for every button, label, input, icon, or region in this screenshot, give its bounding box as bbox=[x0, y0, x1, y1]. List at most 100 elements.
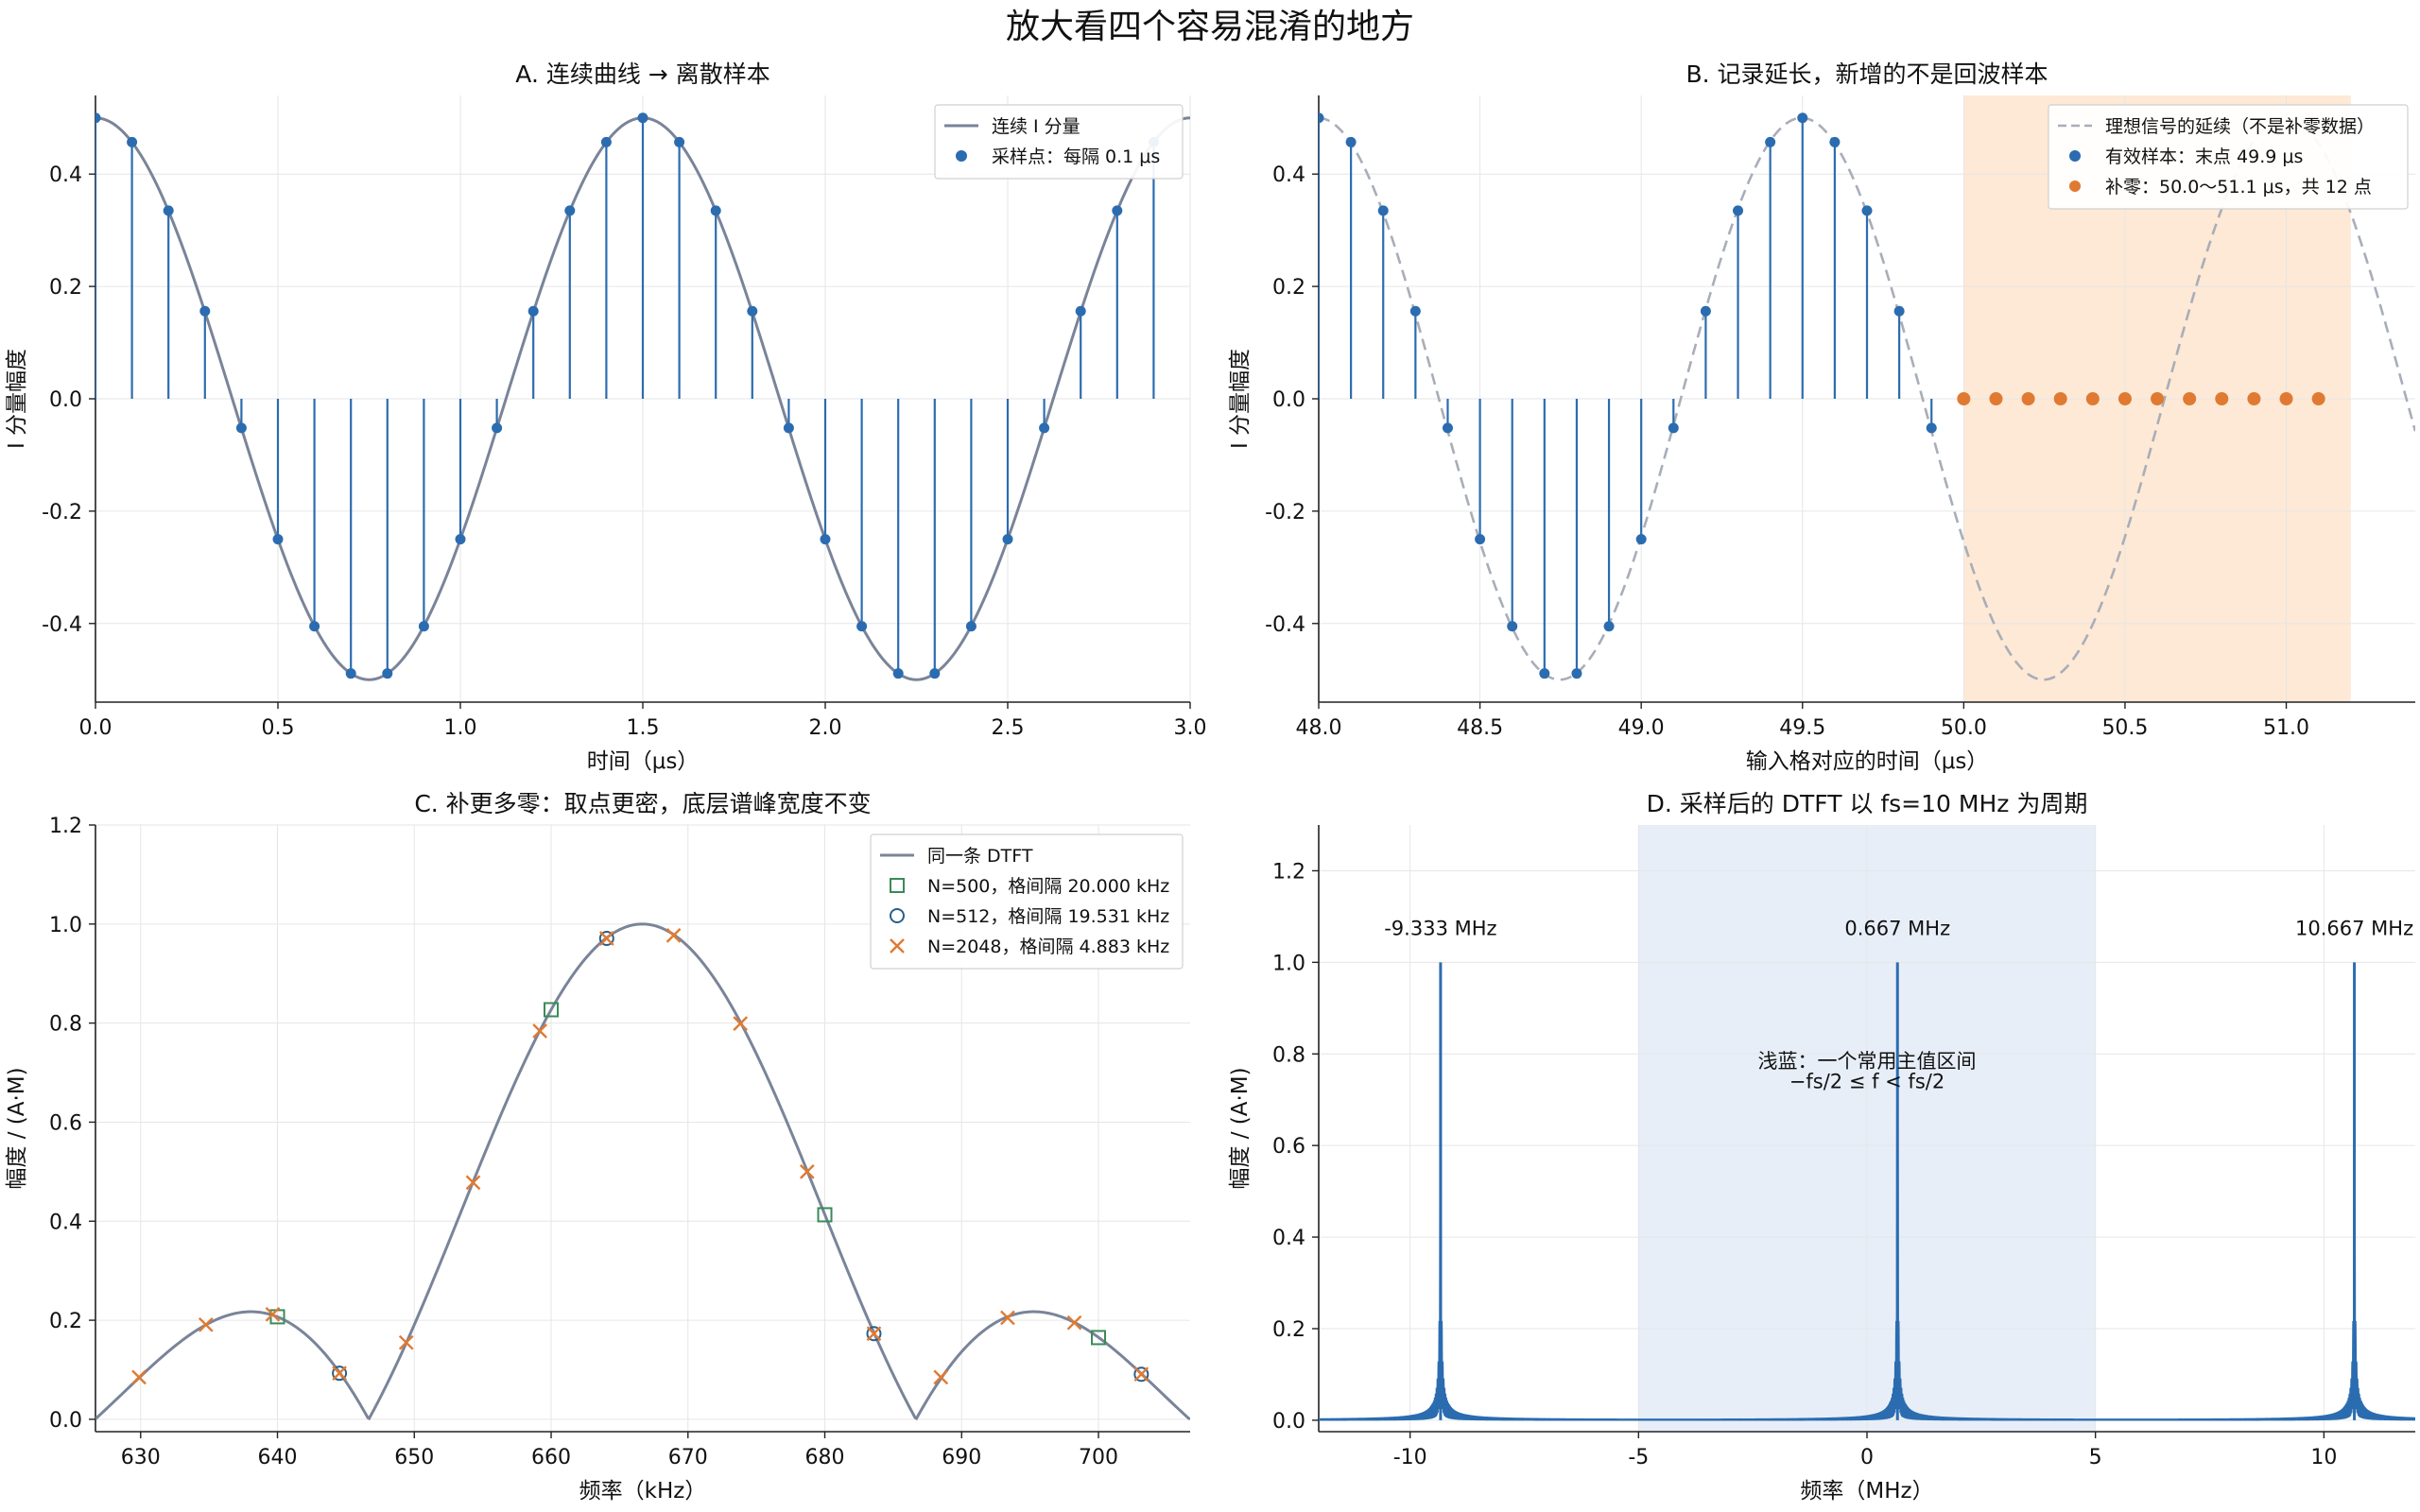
sample-point bbox=[637, 112, 648, 124]
n2048-marker bbox=[465, 1175, 481, 1191]
zero-pad-point bbox=[2215, 392, 2229, 405]
x-tick-label: 0.5 bbox=[262, 716, 295, 740]
sample-point bbox=[163, 205, 174, 216]
sample-point bbox=[309, 621, 320, 632]
sample-point bbox=[710, 205, 721, 216]
sample-point bbox=[1442, 422, 1453, 434]
sample-point bbox=[1319, 112, 1324, 124]
sample-point bbox=[418, 621, 429, 632]
sample-point bbox=[1475, 534, 1486, 545]
n2048-marker bbox=[332, 1366, 347, 1382]
x-tick-label: 49.0 bbox=[1618, 716, 1665, 740]
n2048-marker bbox=[933, 1369, 949, 1385]
sample-point bbox=[783, 422, 794, 434]
x-tick-label: 680 bbox=[805, 1446, 845, 1469]
sample-point bbox=[892, 668, 904, 679]
y-tick-label: 0.2 bbox=[49, 1310, 82, 1333]
n500-marker bbox=[1091, 1330, 1107, 1346]
n2048-marker bbox=[866, 1326, 882, 1342]
legend-label: N=512，格间隔 19.531 kHz bbox=[927, 906, 1169, 927]
n500-marker bbox=[817, 1207, 833, 1223]
legend-label: N=500，格间隔 20.000 kHz bbox=[927, 876, 1169, 897]
plot-area bbox=[95, 112, 1190, 681]
legend-circle-swatch bbox=[890, 908, 905, 923]
peak-label: 10.667 MHz bbox=[2295, 917, 2413, 939]
sample-point bbox=[929, 668, 941, 679]
y-tick-label: 0.4 bbox=[1272, 163, 1305, 187]
sample-point bbox=[1893, 305, 1905, 317]
x-tick-label: 1.0 bbox=[444, 716, 477, 740]
sample-point bbox=[1377, 205, 1389, 216]
n512-marker bbox=[866, 1326, 882, 1342]
x-tick-label: 0.0 bbox=[79, 716, 112, 740]
x-tick-label: 660 bbox=[531, 1446, 571, 1469]
x-tick-label: 49.5 bbox=[1779, 716, 1825, 740]
n2048-marker bbox=[1133, 1366, 1150, 1383]
zero-pad-point bbox=[2279, 392, 2293, 405]
legend-box bbox=[934, 104, 1184, 180]
n500-marker bbox=[544, 1002, 560, 1018]
n512-marker bbox=[598, 931, 614, 947]
peak-label: -9.333 MHz bbox=[1384, 917, 1496, 939]
sample-point bbox=[600, 136, 612, 147]
x-axis-label: 频率（MHz） bbox=[1800, 1479, 1933, 1503]
sample-point bbox=[1571, 668, 1582, 679]
chart-B: 48.0 48.5 49.0 49.5 50.0 50.5 51.0 -0.4 -0.2 0.0 0… bbox=[1228, 60, 2415, 774]
chart-A: 0.0 0.5 1.0 1.5 2.0 2.5 3.0 -0.4 -0.2 0.0 0.2 0.4 A.… bbox=[5, 60, 1207, 774]
sample-point bbox=[1733, 205, 1744, 216]
sample-point bbox=[1603, 621, 1615, 632]
sample-point bbox=[965, 621, 977, 632]
x-tick-label: 1.5 bbox=[627, 716, 660, 740]
y-tick-label: 0.2 bbox=[1272, 276, 1305, 300]
chart-title: C. 补更多零：取点更密，底层谱峰宽度不变 bbox=[414, 790, 871, 817]
grid bbox=[1319, 825, 2415, 1432]
sample-point bbox=[1829, 136, 1841, 147]
y-tick-label: 0.8 bbox=[1272, 1043, 1305, 1067]
y-tick-label: 1.0 bbox=[1272, 952, 1305, 975]
x-tick-label: 48.0 bbox=[1296, 716, 1342, 740]
y-tick-label: 1.2 bbox=[1272, 860, 1305, 884]
y-tick-label: -0.4 bbox=[1265, 613, 1305, 637]
x-axis-label: 频率（kHz） bbox=[579, 1479, 707, 1503]
zero-pad-point bbox=[2183, 392, 2197, 405]
x-tick-label: 48.5 bbox=[1457, 716, 1503, 740]
x-tick-label: 50.5 bbox=[2101, 716, 2148, 740]
y-tick-label: 1.0 bbox=[49, 914, 82, 937]
sample-point bbox=[856, 621, 868, 632]
zero-pad-point bbox=[2021, 392, 2035, 405]
y-tick-label: 0.0 bbox=[49, 1409, 82, 1433]
y-tick-label: 0.0 bbox=[1272, 1410, 1305, 1434]
sample-point bbox=[345, 668, 356, 679]
region-annotation-line2: −fs/2 ≤ f < fs/2 bbox=[1789, 1071, 1945, 1093]
chart-title: D. 采样后的 DTFT 以 fs=10 MHz 为周期 bbox=[1647, 790, 2088, 817]
y-tick-label: 0.2 bbox=[49, 276, 82, 300]
legend-label: 补零：50.0～51.1 μs，共 12 点 bbox=[2105, 177, 2372, 198]
y-tick-label: 0.4 bbox=[49, 1211, 82, 1234]
x-tick-label: 640 bbox=[258, 1446, 298, 1469]
zero-pad-point bbox=[2247, 392, 2261, 405]
n2048-marker bbox=[666, 928, 682, 943]
x-tick-label: 10 bbox=[2310, 1446, 2337, 1469]
x-tick-label: 700 bbox=[1079, 1446, 1118, 1469]
sample-point bbox=[1409, 305, 1421, 317]
plot-area bbox=[1319, 962, 2415, 1421]
x-tick-label: 2.0 bbox=[809, 716, 842, 740]
legend: 同一条 DTFT N=500，格间隔 20.000 kHz N=512，格间隔 19… bbox=[870, 833, 1184, 970]
legend-label: 有效样本：末点 49.9 μs bbox=[2105, 146, 2303, 167]
sample-point bbox=[527, 305, 539, 317]
plot-area bbox=[95, 922, 1190, 1421]
chart-C: 630 640 650 660 670 680 690 700 0.0 0.2 0.4 0.6 0.8 1… bbox=[5, 790, 1190, 1503]
x-tick-label: 670 bbox=[668, 1446, 708, 1469]
x-tick-label: 3.0 bbox=[1174, 716, 1207, 740]
zero-pad-point bbox=[2118, 392, 2132, 405]
chart-title: B. 记录延长，新增的不是回波样本 bbox=[1685, 60, 2048, 88]
sample-point bbox=[1039, 422, 1050, 434]
y-tick-label: 0.6 bbox=[1272, 1135, 1305, 1159]
x-tick-label: 5 bbox=[2089, 1446, 2102, 1469]
y-tick-label: 0.0 bbox=[49, 388, 82, 412]
n2048-marker bbox=[733, 1016, 749, 1032]
sample-point bbox=[95, 112, 101, 124]
sample-point bbox=[1700, 305, 1711, 317]
legend-point-swatch bbox=[956, 150, 967, 162]
